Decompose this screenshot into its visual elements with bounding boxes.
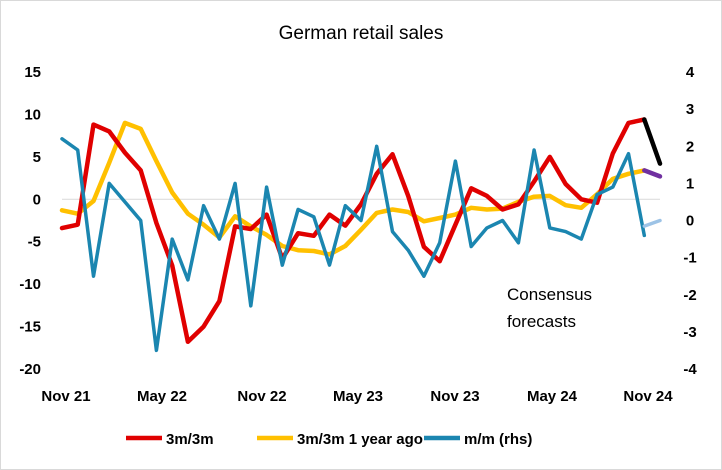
- series-lines: [59, 117, 647, 353]
- left-tick-label: 5: [33, 149, 41, 166]
- x-tick-label: Nov 23: [430, 388, 479, 405]
- chart-title: German retail sales: [279, 23, 444, 44]
- annotation-line-1: Consensus: [507, 285, 592, 304]
- legend-label: m/m (rhs): [464, 431, 532, 448]
- left-tick-label: -15: [19, 319, 41, 336]
- left-tick-label: -10: [19, 276, 41, 293]
- x-tick-label: May 24: [527, 388, 578, 405]
- x-tick-label: Nov 21: [41, 388, 90, 405]
- left-tick-label: 0: [33, 191, 41, 208]
- x-axis: Nov 21 May 22 Nov 22 May 23 Nov 23 May 24 Nov …: [41, 388, 673, 405]
- right-tick-label: -2: [683, 287, 696, 304]
- left-tick-label: -20: [19, 361, 41, 378]
- x-tick-label: Nov 22: [237, 388, 286, 405]
- series-line-mm-rhs: [60, 137, 647, 353]
- right-axis: 4 3 2 1 0 -1 -2 -3 -4: [683, 64, 697, 378]
- left-axis: 15 10 5 0 -5 -10 -15 -20: [19, 64, 41, 378]
- forecast-line: [642, 117, 663, 166]
- left-tick-label: 10: [24, 106, 41, 123]
- x-tick-label: Nov 24: [623, 388, 673, 405]
- series-line-3m3m-1y-ago: [59, 120, 647, 257]
- forecast-line: [642, 168, 663, 179]
- legend-label: 3m/3m: [166, 431, 214, 448]
- right-tick-label: -1: [683, 250, 696, 267]
- right-tick-label: 0: [686, 213, 694, 230]
- legend-label: 3m/3m 1 year ago: [297, 431, 423, 448]
- right-tick-label: 3: [686, 101, 694, 118]
- right-tick-label: 4: [686, 64, 695, 81]
- right-tick-label: -4: [683, 361, 697, 378]
- right-tick-label: 2: [686, 138, 694, 155]
- x-tick-label: May 22: [137, 388, 187, 405]
- x-tick-label: May 23: [333, 388, 383, 405]
- left-tick-label: 15: [24, 64, 41, 81]
- forecast-lines: [642, 117, 663, 228]
- legend: 3m/3m 3m/3m 1 year ago m/m (rhs): [126, 431, 532, 448]
- right-tick-label: 1: [686, 175, 694, 192]
- forecast-line: [642, 218, 662, 228]
- left-tick-label: -5: [28, 234, 41, 251]
- annotation-line-2: forecasts: [507, 312, 576, 331]
- right-tick-label: -3: [683, 324, 696, 341]
